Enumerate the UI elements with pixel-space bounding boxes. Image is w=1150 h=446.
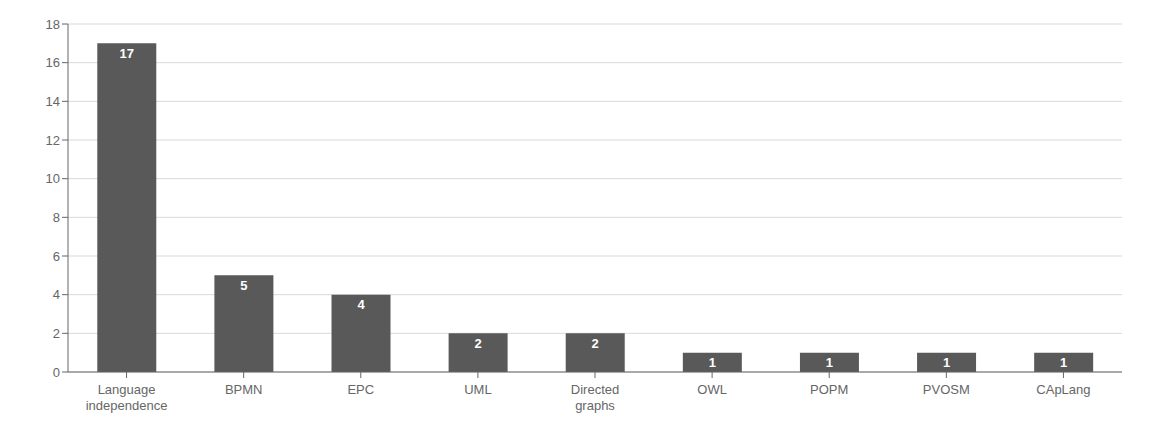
svg-text:16: 16 — [46, 55, 60, 70]
svg-text:10: 10 — [46, 171, 60, 186]
svg-text:1: 1 — [1060, 355, 1067, 370]
svg-text:BPMN: BPMN — [225, 382, 263, 397]
svg-text:POPM: POPM — [810, 382, 848, 397]
svg-text:CApLang: CApLang — [1036, 382, 1090, 397]
svg-text:2: 2 — [53, 326, 60, 341]
svg-text:1: 1 — [943, 355, 950, 370]
svg-text:EPC: EPC — [347, 382, 374, 397]
svg-text:5: 5 — [240, 278, 247, 293]
svg-text:UML: UML — [464, 382, 491, 397]
svg-text:2: 2 — [474, 336, 481, 351]
svg-text:1: 1 — [709, 355, 716, 370]
svg-text:0: 0 — [53, 365, 60, 380]
svg-text:18: 18 — [46, 17, 60, 32]
svg-text:14: 14 — [46, 94, 60, 109]
svg-text:Directedgraphs: Directedgraphs — [571, 382, 619, 413]
svg-text:4: 4 — [53, 287, 60, 302]
svg-text:4: 4 — [357, 297, 365, 312]
svg-text:6: 6 — [53, 249, 60, 264]
svg-text:12: 12 — [46, 133, 60, 148]
svg-text:OWL: OWL — [697, 382, 727, 397]
svg-text:Languageindependence: Languageindependence — [86, 382, 168, 413]
svg-text:1: 1 — [826, 355, 833, 370]
svg-text:2: 2 — [592, 336, 599, 351]
svg-text:17: 17 — [120, 46, 134, 61]
svg-text:PVOSM: PVOSM — [923, 382, 970, 397]
svg-text:8: 8 — [53, 210, 60, 225]
